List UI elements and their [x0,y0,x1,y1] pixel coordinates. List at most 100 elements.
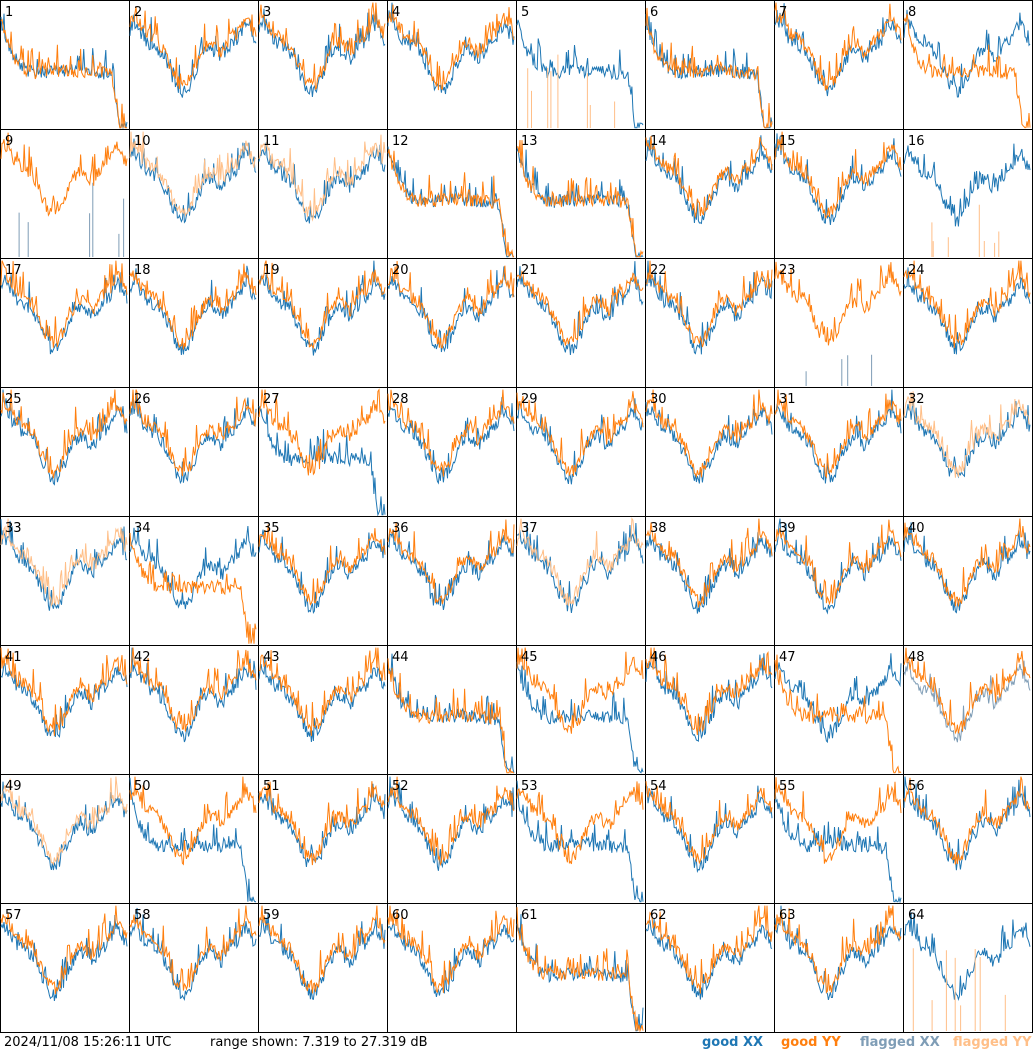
panel-frame [516,0,646,130]
panel-frame [129,129,259,259]
series-yy-line [129,776,257,866]
series-xx-line [516,261,644,355]
panel-frame [0,129,130,259]
series-yy-line [387,658,514,774]
series-xx-line [645,918,773,1000]
panel-48: 48 [903,645,1033,775]
series-yy-line [129,647,257,732]
panel-36: 36 [387,516,517,646]
panel-number-label: 27 [263,392,280,407]
timestamp-text: 2024/11/08 15:26:11 UTC [4,1035,172,1050]
series-xx-line [516,398,644,485]
series-yy-line [774,389,902,479]
panel-frame [258,903,388,1033]
panel-10: 10 [129,129,259,259]
panel-number-label: 52 [392,779,409,794]
series-xx-line [258,260,386,356]
panel-number-label: 44 [392,650,409,665]
series-yy-line [774,777,902,864]
legend-flagged-xx: flagged XX [860,1035,940,1050]
panel-number-label: 18 [134,263,151,278]
panel-number-label: 37 [521,521,538,536]
panel-16: 16 [903,129,1033,259]
series-xx-line [387,397,515,485]
legend-good-xx: good XX [702,1035,764,1050]
panel-number-label: 21 [521,263,538,278]
series-yy-line [387,149,514,258]
series-xx-line [0,389,128,486]
panel-42: 42 [129,645,259,775]
series-xx-line [903,522,1031,614]
series-yy-line [0,905,128,995]
panel-frame [645,903,775,1033]
panel-54: 54 [645,774,775,904]
series-yy-line [645,7,773,129]
series-xx-line [516,661,644,774]
panel-frame [258,0,388,130]
series-yy-line [129,6,257,89]
panel-number-label: 1 [5,5,13,20]
panel-frame [387,258,517,388]
series-yy-line [516,647,644,734]
panel-number-label: 63 [779,908,796,923]
panel-number-label: 6 [650,5,658,20]
panel-31: 31 [774,387,904,517]
panel-35: 35 [258,516,388,646]
panel-number-label: 53 [521,779,538,794]
panel-2: 2 [129,0,259,130]
panel-number-label: 10 [134,134,151,149]
panel-frame [903,129,1033,259]
series-yy-line [0,260,128,348]
series-yy-line [129,389,257,477]
panel-43: 43 [258,645,388,775]
series-yy-line [129,131,257,217]
series-yy-line [129,532,257,644]
panel-17: 17 [0,258,130,388]
series-yy-line [258,781,386,866]
panel-1: 1 [0,0,130,130]
series-yy-line [774,905,902,994]
series-yy-line [0,776,128,866]
panel-38: 38 [645,516,775,646]
series-yy-line [645,781,773,865]
panel-61: 61 [516,903,646,1033]
panel-62: 62 [645,903,775,1033]
panel-50: 50 [129,774,259,904]
series-xx-line [387,528,515,610]
series-xx-line [903,398,1031,479]
panel-number-label: 45 [521,650,538,665]
panel-number-label: 7 [779,5,787,20]
series-yy-line [903,647,1031,735]
series-yy-line [645,135,773,218]
panel-63: 63 [774,903,904,1033]
series-yy-line [0,18,127,129]
panel-number-label: 20 [392,263,409,278]
panel-number-label: 33 [5,521,22,536]
panel-44: 44 [387,645,517,775]
panel-53: 53 [516,774,646,904]
panel-41: 41 [0,645,130,775]
panel-number-label: 4 [392,5,400,20]
panel-number-label: 24 [908,263,925,278]
panel-number-label: 49 [5,779,22,794]
series-yy-line [258,905,386,994]
panel-frame [387,0,517,130]
panel-number-label: 28 [392,392,409,407]
panel-20: 20 [387,258,517,388]
series-yy-line [387,519,515,605]
panel-number-label: 9 [5,134,13,149]
panel-number-label: 25 [5,392,22,407]
panel-number-label: 59 [263,908,280,923]
series-yy-line [387,389,515,477]
panel-number-label: 50 [134,779,151,794]
panel-frame [129,903,259,1033]
series-xx-line [129,138,257,224]
panel-number-label: 60 [392,908,409,923]
series-yy-line [0,389,128,479]
panel-frame [0,774,130,904]
series-xx-line [903,143,1031,227]
series-yy-line [516,391,644,476]
panel-number-label: 54 [650,779,667,794]
panel-32: 32 [903,387,1033,517]
